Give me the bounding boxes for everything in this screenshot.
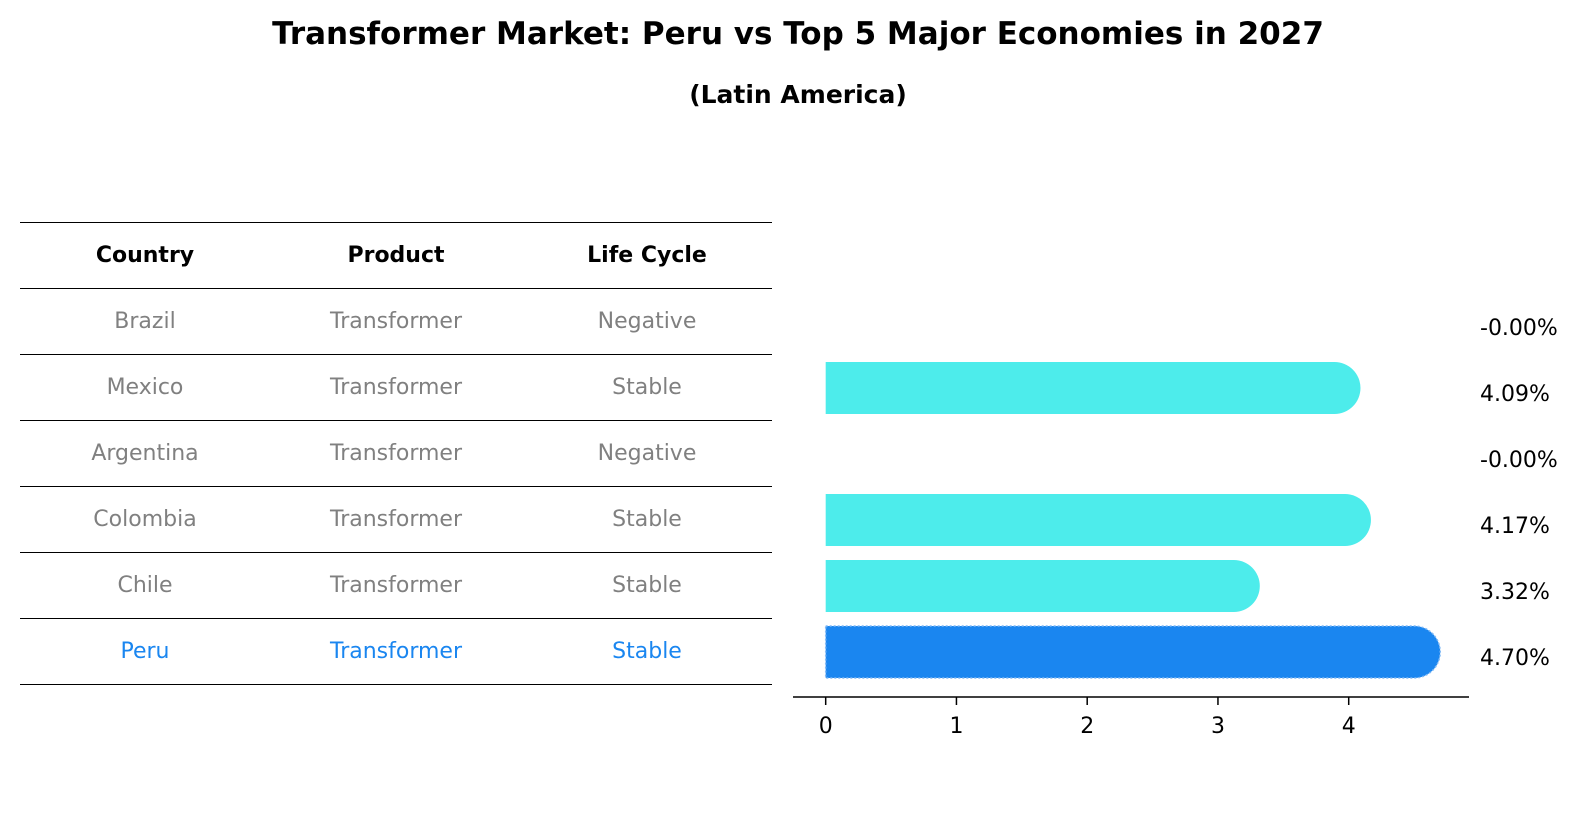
bar-peru	[824, 625, 1441, 679]
cell-country: Brazil	[114, 309, 176, 334]
cell-product: Transformer	[329, 639, 462, 664]
value-label-peru: 4.70%	[1480, 646, 1550, 671]
bar-colombia	[825, 494, 1371, 546]
cell-country: Chile	[117, 573, 173, 598]
bar-mexico	[825, 362, 1361, 414]
cell-life-cycle: Negative	[597, 441, 697, 466]
cell-country: Peru	[120, 639, 170, 664]
cell-product: Transformer	[329, 375, 462, 400]
x-tick-label: 1	[949, 714, 963, 739]
cell-life-cycle: Stable	[612, 507, 682, 532]
value-label-mexico: 4.09%	[1480, 382, 1550, 407]
x-tick-label: 3	[1211, 714, 1225, 739]
cell-country: Mexico	[106, 375, 184, 400]
value-label-brazil: -0.00%	[1480, 316, 1558, 341]
cell-product: Transformer	[329, 309, 462, 334]
cell-product: Transformer	[329, 573, 462, 598]
chart-subtitle: (Latin America)	[689, 80, 907, 109]
value-label-chile: 3.32%	[1480, 580, 1550, 605]
header-product: Product	[347, 243, 445, 268]
cell-country: Colombia	[93, 507, 197, 532]
bar-chile	[825, 560, 1260, 612]
cell-life-cycle: Stable	[612, 573, 682, 598]
x-tick-label: 2	[1080, 714, 1094, 739]
table-header-row: Country Product Life Cycle	[20, 222, 772, 288]
cell-product: Transformer	[329, 507, 462, 532]
value-label-argentina: -0.00%	[1480, 448, 1558, 473]
cell-life-cycle: Stable	[612, 639, 682, 664]
x-tick-label: 0	[819, 714, 833, 739]
value-label-colombia: 4.17%	[1480, 514, 1550, 539]
chart-title: Transformer Market: Peru vs Top 5 Major …	[272, 16, 1324, 52]
table-row: Colombia Transformer Stable	[20, 486, 772, 552]
table-row: Argentina Transformer Negative	[20, 420, 772, 486]
table-row: Brazil Transformer Negative	[20, 288, 772, 354]
cell-life-cycle: Negative	[597, 309, 697, 334]
table-row: Mexico Transformer Stable	[20, 354, 772, 420]
cell-product: Transformer	[329, 441, 462, 466]
cell-life-cycle: Stable	[612, 375, 682, 400]
table-row-highlight: Peru Transformer Stable	[20, 618, 772, 685]
x-tick-label: 4	[1342, 714, 1356, 739]
table-row: Chile Transformer Stable	[20, 552, 772, 618]
data-table: Country Product Life Cycle Brazil Transf…	[20, 222, 772, 685]
header-life-cycle: Life Cycle	[587, 243, 707, 268]
cell-country: Argentina	[91, 441, 199, 466]
header-country: Country	[95, 243, 195, 268]
